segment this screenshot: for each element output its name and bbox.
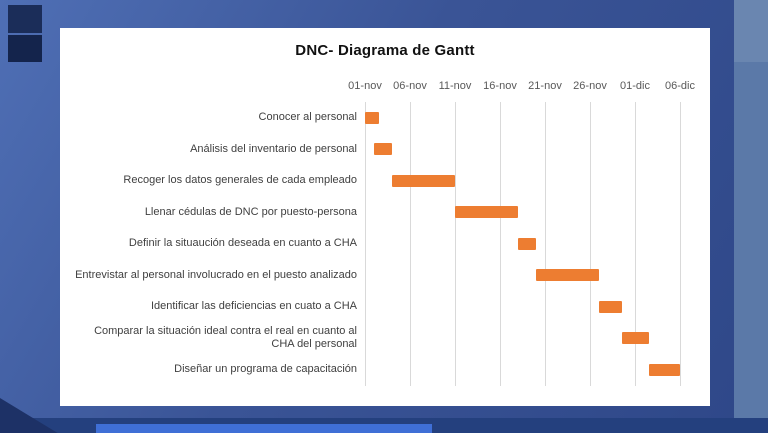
task-label: Definir la situaución deseada en cuanto …: [128, 237, 357, 250]
gridline: [455, 102, 456, 386]
task-track: [365, 165, 680, 197]
axis-tick-label: 26-nov: [573, 80, 607, 92]
gantt-task-row: Definir la situaución deseada en cuanto …: [72, 228, 680, 260]
task-track: [365, 197, 680, 229]
task-bar: [599, 300, 622, 313]
task-bar: [621, 332, 649, 345]
axis-tick-label: 16-nov: [483, 80, 517, 92]
gantt-task-row: Recoger los datos generales de cada empl…: [72, 165, 680, 197]
gridline: [635, 102, 636, 386]
gridline: [590, 102, 591, 386]
axis-tick-label: 06-dic: [665, 80, 695, 92]
gantt-task-row: Conocer al personal: [72, 102, 680, 134]
background-tile: [8, 35, 42, 62]
task-label: Llenar cédulas de DNC por puesto-persona: [144, 205, 357, 218]
axis-tick-label: 21-nov: [528, 80, 562, 92]
gridline: [500, 102, 501, 386]
background-tile: [8, 5, 42, 33]
task-track: [365, 228, 680, 260]
task-bar: [648, 363, 680, 376]
gantt-task-row: Diseñar un programa de capacitación: [72, 354, 680, 386]
background-tile: [734, 0, 768, 62]
task-label: Identificar las deficiencias en cuato a …: [150, 300, 357, 313]
task-label: Análisis del inventario de personal: [190, 142, 357, 155]
axis-tick-label: 11-nov: [438, 80, 472, 92]
chart-title: DNC- Diagrama de Gantt: [295, 42, 475, 59]
task-track: [365, 260, 680, 292]
gantt-rows-wrap: Conocer al personal Análisis del inventar…: [72, 102, 681, 386]
task-track: [365, 134, 680, 166]
background-tile: [734, 0, 768, 433]
gantt-task-row: Comparar la situación ideal contra el re…: [72, 323, 680, 355]
task-label: Diseñar un programa de capacitación: [174, 363, 357, 376]
task-bar: [392, 174, 455, 187]
gridline: [410, 102, 411, 386]
task-label: Conocer al personal: [258, 111, 357, 124]
task-track: [365, 291, 680, 323]
gantt-task-row: Identificar las deficiencias en cuato a …: [72, 291, 680, 323]
background-tile: [96, 424, 432, 433]
axis-tick-label: 06-nov: [393, 80, 427, 92]
task-label: Comparar la situación ideal contra el re…: [94, 325, 357, 351]
gridlines: [365, 102, 681, 386]
axis-tick-label: 01-dic: [620, 80, 650, 92]
gantt-task-row: Entrevistar al personal involucrado en e…: [72, 260, 680, 292]
gridline: [365, 102, 366, 386]
gantt-rows: Conocer al personal Análisis del inventar…: [72, 102, 680, 386]
task-label: Entrevistar al personal involucrado en e…: [75, 268, 357, 281]
task-bar: [373, 143, 392, 156]
gantt-task-row: Llenar cédulas de DNC por puesto-persona: [72, 197, 680, 229]
gantt-task-row: Análisis del inventario de personal: [72, 134, 680, 166]
axis-tick-label: 01-nov: [348, 80, 382, 92]
task-label: Recoger los datos generales de cada empl…: [123, 174, 357, 187]
gantt-plot-area: 01-nov 06-nov 11-nov 16-nov 21-nov 26-nov 01-d…: [72, 76, 695, 392]
task-bar: [536, 269, 599, 282]
gantt-chart-panel: DNC- Diagrama de Gantt 01-nov 06-nov 11-no…: [60, 28, 710, 406]
task-track: [365, 323, 680, 355]
task-bar: [365, 111, 379, 124]
task-track: [365, 102, 680, 134]
gantt-axis: 01-nov 06-nov 11-nov 16-nov 21-nov 26-nov 01-d…: [348, 76, 695, 102]
gridline: [680, 102, 681, 386]
task-bar: [518, 237, 536, 250]
gridline: [545, 102, 546, 386]
task-track: [365, 354, 680, 386]
task-bar: [455, 206, 518, 219]
